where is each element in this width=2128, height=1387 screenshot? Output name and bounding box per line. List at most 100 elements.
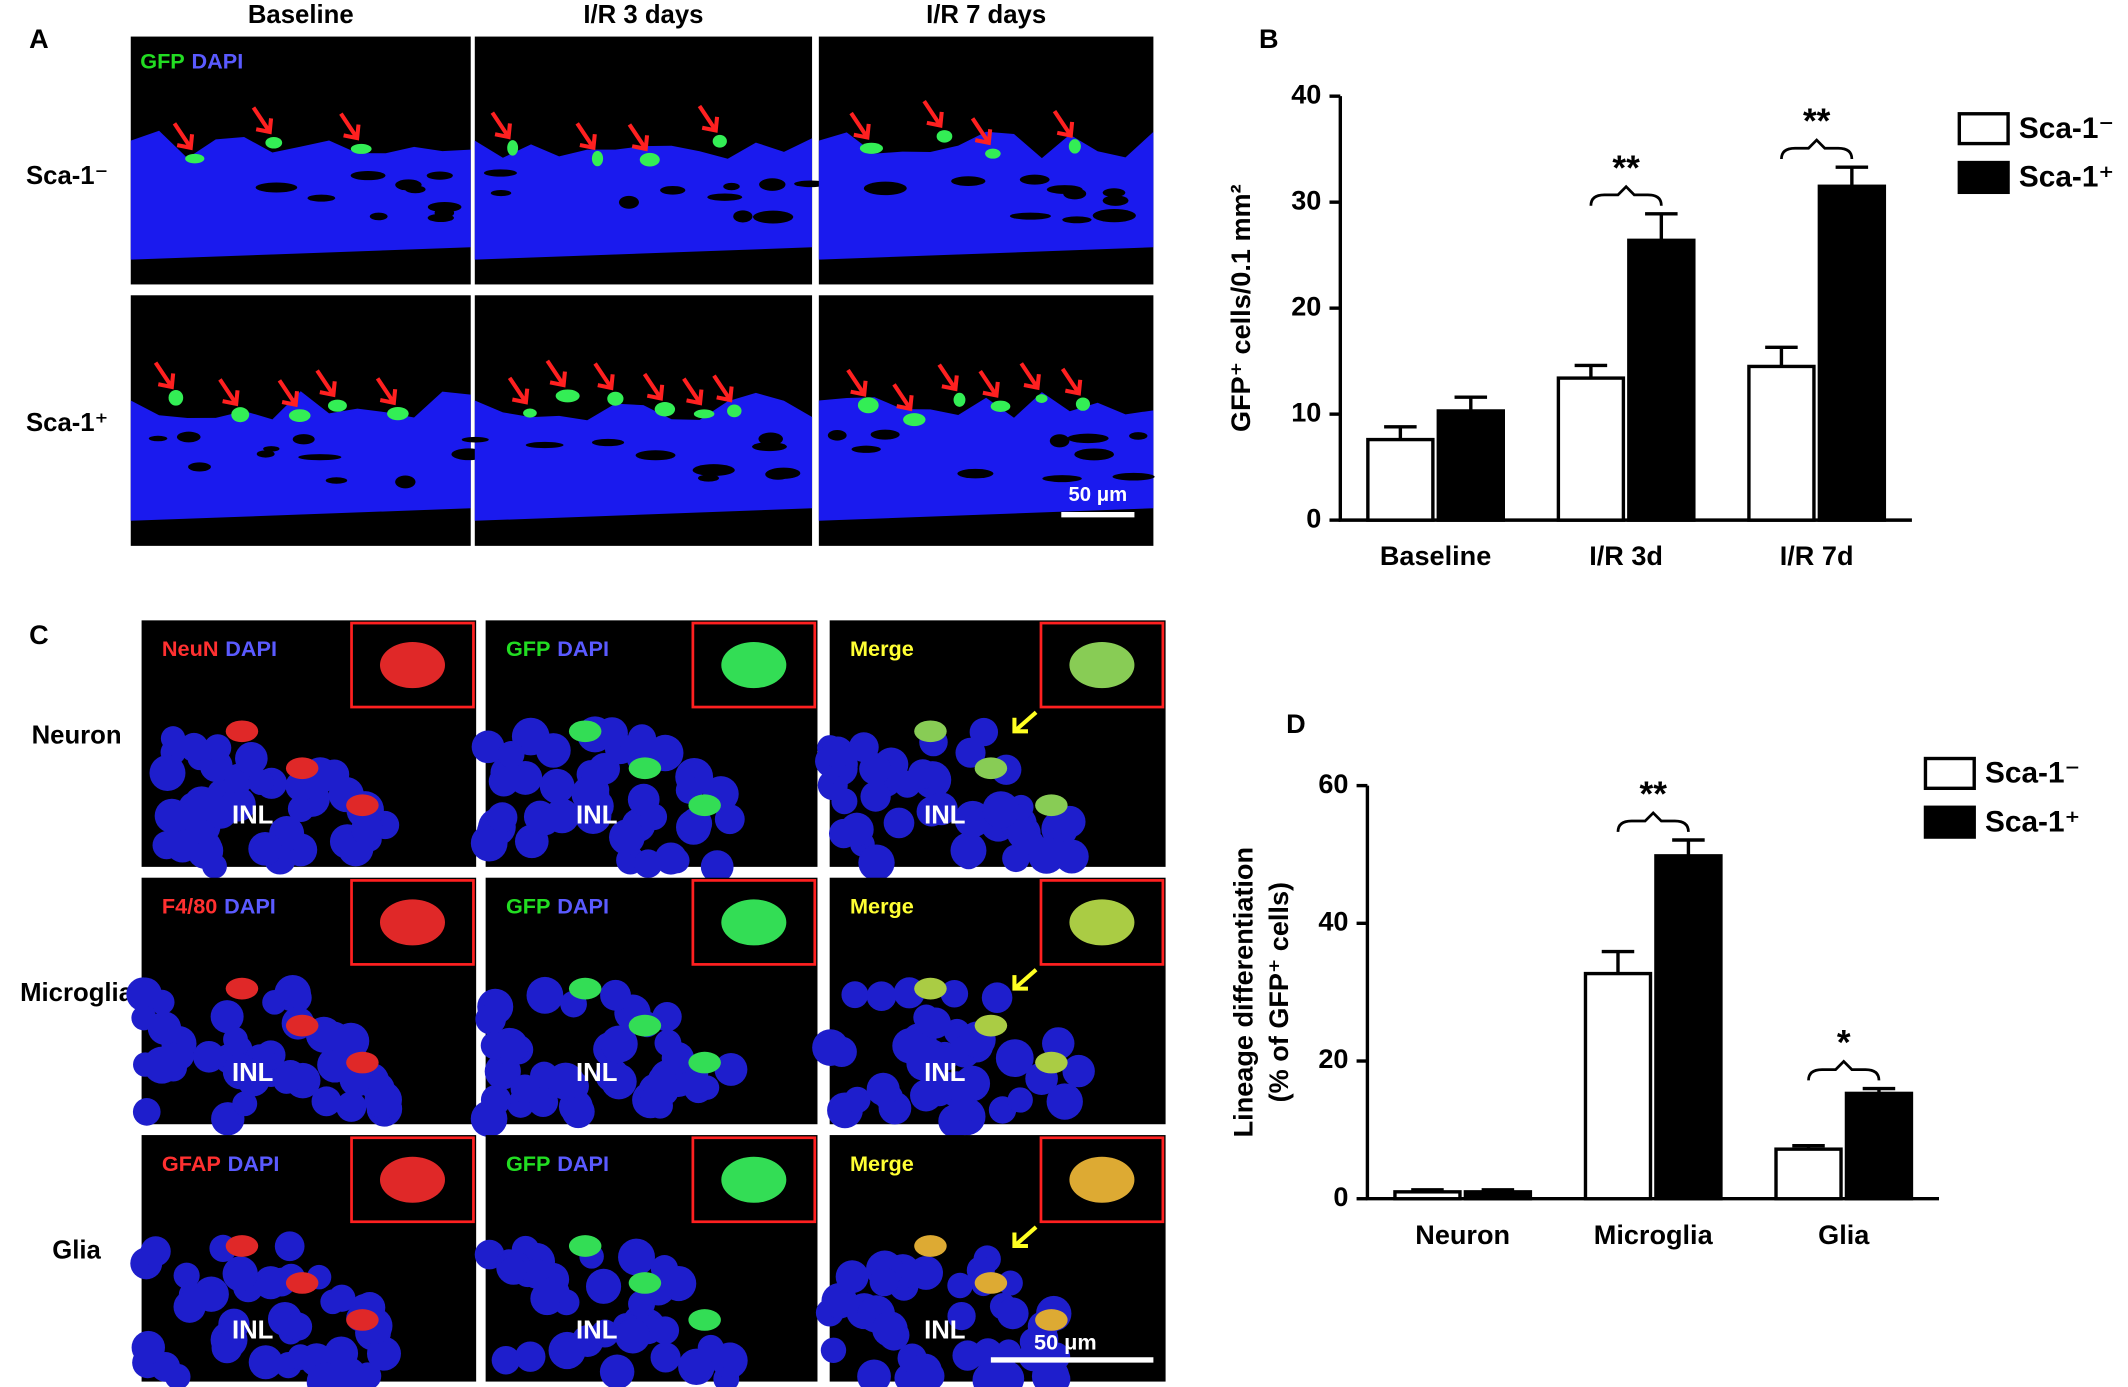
gap	[1092, 209, 1136, 223]
nuclear-layer	[818, 392, 1154, 521]
stain-word: Merge	[850, 636, 914, 661]
gap	[758, 432, 784, 446]
gap	[707, 193, 743, 201]
arrow	[153, 361, 174, 389]
nucleus	[526, 976, 564, 1014]
arrow	[315, 369, 336, 397]
nucleus	[173, 1262, 200, 1289]
arrow-head	[549, 371, 567, 388]
stain-word: GFP	[506, 1151, 551, 1176]
stained-cell	[285, 757, 319, 780]
arrow	[846, 368, 866, 396]
arrow	[697, 104, 718, 132]
nucleus	[599, 1354, 635, 1387]
significance-label: **	[1640, 775, 1668, 814]
nucleus	[470, 1100, 508, 1138]
nucleus	[211, 1332, 243, 1364]
nucleus	[609, 819, 645, 856]
nucleus	[470, 824, 508, 862]
nucleus	[274, 1060, 307, 1092]
arrow	[375, 377, 396, 404]
gfp-cell	[1068, 139, 1081, 154]
gap	[405, 185, 426, 194]
arrow-head	[597, 374, 615, 391]
stain-word: DAPI	[225, 636, 277, 661]
y-axis-label: Lineage differentiation	[1228, 847, 1259, 1137]
nucleus	[539, 768, 575, 804]
gap	[863, 181, 907, 196]
y-tick-label: 20	[1291, 290, 1321, 321]
arrow	[507, 376, 528, 404]
column-header: Baseline	[248, 1, 354, 29]
nucleus	[274, 1231, 305, 1262]
error-bar	[1601, 949, 1635, 974]
stain-word: Merge	[850, 893, 914, 918]
inset-cell	[1069, 642, 1135, 689]
nucleus	[661, 1042, 695, 1075]
y-tick-label: 40	[1291, 78, 1321, 109]
gfp-cell	[523, 408, 537, 418]
bar	[1844, 1091, 1914, 1201]
arrow-head	[1012, 975, 1028, 991]
bar	[1393, 1190, 1462, 1201]
bar	[1366, 437, 1435, 522]
nucleus	[248, 769, 274, 796]
inset-cell	[721, 1156, 787, 1203]
nucleus	[222, 1256, 258, 1292]
nucleus	[336, 1091, 367, 1122]
bar	[1817, 184, 1887, 522]
error-bar	[1454, 395, 1488, 411]
x-tick-label: I/R 7d	[1780, 540, 1854, 571]
stained-cell	[688, 1309, 721, 1331]
arrow	[937, 363, 958, 391]
bar	[1556, 376, 1626, 522]
error-bar	[1645, 212, 1678, 241]
arrow-head	[853, 123, 871, 140]
nucleus	[909, 1255, 943, 1290]
arrow	[682, 377, 702, 405]
nucleus	[179, 732, 209, 762]
nucleus	[714, 804, 745, 835]
nucleus	[332, 1022, 370, 1060]
stained-cell	[1035, 1309, 1068, 1331]
stain-word: F4/80	[162, 893, 217, 918]
nucleus	[1041, 1342, 1071, 1371]
arrow-head	[1023, 373, 1041, 391]
arrow-head	[982, 381, 1000, 398]
nucleus	[128, 977, 162, 1011]
significance-label: **	[1803, 102, 1831, 141]
nucleus	[947, 1301, 976, 1331]
gap	[350, 170, 386, 181]
x-tick-label: Neuron	[1415, 1219, 1510, 1250]
gfp-cell	[985, 148, 1001, 159]
nucleus	[585, 1268, 622, 1304]
arrow	[642, 372, 663, 400]
nucleus	[1007, 1087, 1033, 1113]
stain-word: NeuN	[162, 636, 219, 661]
bar	[1747, 364, 1816, 522]
arrow	[1019, 362, 1040, 389]
nucleus	[351, 813, 383, 846]
nucleus	[1053, 805, 1086, 838]
significance-label: *	[1837, 1024, 1851, 1063]
scale-label: 50 μm	[1034, 1329, 1097, 1354]
stain-word: Merge	[850, 1151, 914, 1176]
nucleus	[869, 1267, 899, 1297]
inset-cell	[379, 899, 445, 946]
arrow-head	[579, 133, 597, 151]
x-tick-label: Glia	[1818, 1219, 1870, 1250]
gap	[1049, 434, 1070, 448]
nucleus	[274, 975, 311, 1012]
arrow-head	[281, 390, 300, 408]
gfp-cell	[265, 136, 283, 149]
x-tick-label: Microglia	[1594, 1219, 1714, 1250]
error-bar	[1574, 363, 1608, 379]
error-bar	[1672, 838, 1705, 856]
panel-letter: C	[29, 619, 49, 650]
y-tick-label: 20	[1318, 1043, 1348, 1074]
stain-word: GFP	[506, 636, 551, 661]
stain-word: DAPI	[557, 636, 609, 661]
nucleus	[651, 1316, 680, 1345]
gfp-cell	[712, 134, 727, 148]
stained-cell	[628, 757, 662, 780]
